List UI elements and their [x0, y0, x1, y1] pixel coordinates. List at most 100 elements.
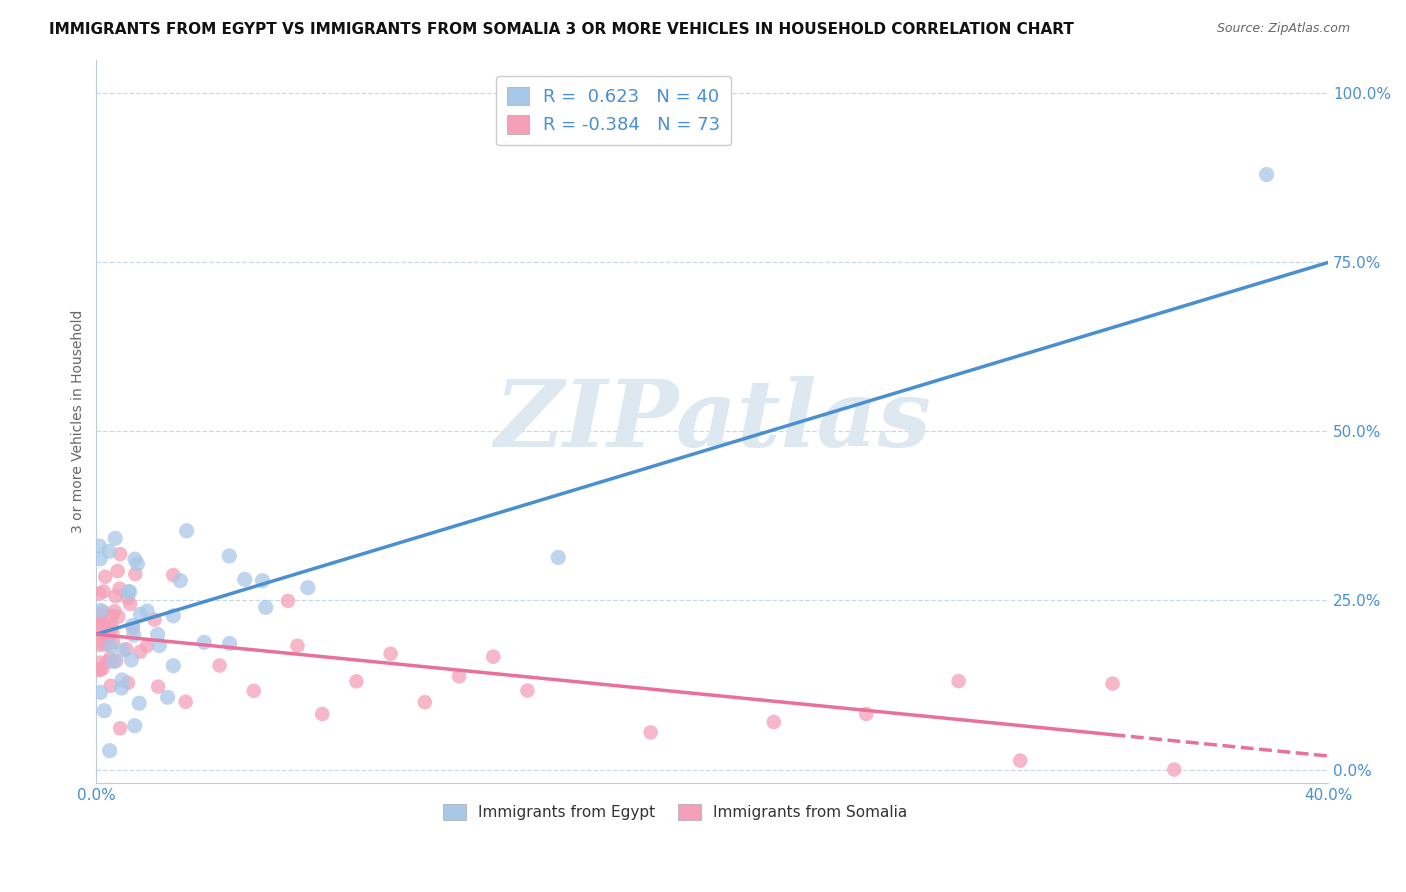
Point — [148, 639, 170, 653]
Point — [103, 604, 125, 618]
Point — [89, 656, 111, 670]
Point — [110, 681, 132, 695]
Point — [98, 651, 121, 665]
Point — [193, 635, 215, 649]
Point — [89, 552, 111, 566]
Point — [91, 605, 114, 619]
Point — [124, 567, 146, 582]
Text: Source: ZipAtlas.com: Source: ZipAtlas.com — [1216, 22, 1350, 36]
Point — [117, 591, 139, 605]
Point — [948, 674, 970, 689]
Point — [162, 658, 184, 673]
Point — [242, 683, 264, 698]
Point — [855, 706, 877, 721]
Point — [447, 669, 470, 683]
Point — [640, 725, 662, 739]
Point — [344, 674, 367, 689]
Point — [117, 584, 139, 599]
Point — [89, 607, 111, 621]
Point — [287, 639, 309, 653]
Point — [121, 618, 143, 632]
Point — [233, 572, 256, 586]
Point — [101, 635, 124, 649]
Point — [120, 653, 142, 667]
Point — [380, 647, 402, 661]
Point — [105, 654, 128, 668]
Point — [1010, 754, 1032, 768]
Point — [124, 552, 146, 566]
Point — [122, 621, 145, 635]
Point — [129, 607, 152, 622]
Point — [89, 539, 111, 553]
Point — [89, 663, 111, 677]
Point — [89, 620, 111, 634]
Point — [136, 604, 159, 618]
Point — [101, 626, 124, 640]
Point — [108, 721, 131, 735]
Point — [100, 640, 122, 654]
Point — [208, 658, 231, 673]
Point — [98, 744, 121, 758]
Point — [97, 655, 120, 669]
Point — [162, 608, 184, 623]
Point — [128, 696, 150, 710]
Point — [107, 564, 129, 578]
Point — [89, 685, 111, 699]
Point — [516, 683, 538, 698]
Point — [143, 613, 166, 627]
Point — [254, 600, 277, 615]
Point — [252, 574, 274, 588]
Point — [297, 581, 319, 595]
Point — [117, 675, 139, 690]
Point — [311, 706, 333, 721]
Point — [176, 524, 198, 538]
Point — [169, 574, 191, 588]
Point — [108, 582, 131, 596]
Point — [93, 584, 115, 599]
Y-axis label: 3 or more Vehicles in Household: 3 or more Vehicles in Household — [72, 310, 86, 533]
Point — [122, 628, 145, 642]
Point — [218, 549, 240, 563]
Point — [89, 615, 111, 630]
Point — [98, 622, 121, 636]
Point — [124, 719, 146, 733]
Point — [547, 550, 569, 565]
Point — [413, 695, 436, 709]
Point — [1101, 676, 1123, 690]
Point — [115, 642, 138, 657]
Point — [129, 645, 152, 659]
Point — [90, 615, 112, 630]
Point — [91, 662, 114, 676]
Point — [482, 649, 505, 664]
Point — [111, 643, 134, 657]
Point — [104, 531, 127, 545]
Point — [89, 610, 111, 624]
Point — [277, 594, 299, 608]
Point — [89, 586, 111, 600]
Point — [156, 690, 179, 705]
Point — [90, 626, 112, 640]
Text: ZIPatlas: ZIPatlas — [494, 376, 931, 467]
Point — [136, 639, 159, 653]
Point — [118, 584, 141, 599]
Legend: Immigrants from Egypt, Immigrants from Somalia: Immigrants from Egypt, Immigrants from S… — [437, 797, 914, 826]
Point — [148, 680, 170, 694]
Point — [96, 630, 118, 644]
Point — [96, 638, 118, 652]
Point — [108, 547, 131, 561]
Point — [101, 608, 124, 623]
Point — [91, 636, 114, 650]
Point — [146, 627, 169, 641]
Point — [107, 609, 129, 624]
Point — [104, 589, 127, 603]
Point — [111, 673, 134, 687]
Point — [174, 695, 197, 709]
Point — [98, 544, 121, 558]
Point — [93, 704, 115, 718]
Point — [218, 636, 240, 650]
Point — [762, 714, 785, 729]
Point — [1256, 168, 1278, 182]
Point — [89, 663, 111, 677]
Point — [1163, 763, 1185, 777]
Point — [94, 570, 117, 584]
